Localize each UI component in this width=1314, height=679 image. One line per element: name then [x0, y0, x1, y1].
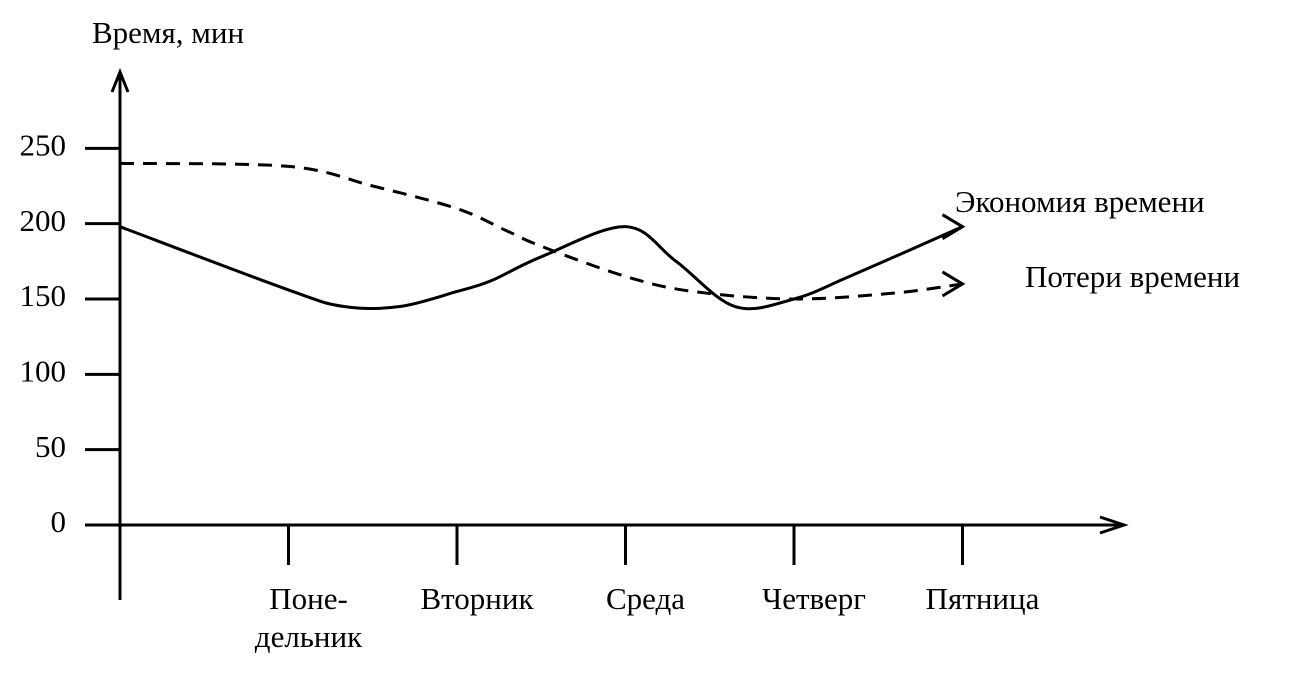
series-label: Потери времени: [1025, 259, 1240, 294]
y-axis-arrow: [110, 67, 130, 93]
y-axis-label: Время, мин: [92, 15, 244, 50]
x-tick-label: Вторник: [420, 581, 534, 616]
x-tick-label: Среда: [606, 581, 685, 616]
series-label: Экономия времени: [955, 184, 1205, 219]
y-tick-label: 0: [51, 504, 67, 539]
x-tick-label: Пятница: [926, 581, 1040, 616]
x-tick-label: дельник: [255, 619, 363, 654]
x-axis-arrow: [1099, 515, 1129, 535]
x-tick-label: Поне-: [269, 581, 348, 616]
line-series: [119, 161, 963, 301]
x-tick-label: Четверг: [762, 581, 866, 616]
y-tick-label: 200: [20, 203, 67, 238]
y-tick-label: 100: [20, 353, 67, 388]
y-tick-label: 250: [20, 127, 67, 162]
y-tick-label: 50: [35, 429, 66, 464]
line-arrow: [941, 213, 966, 240]
y-tick-label: 150: [20, 278, 67, 313]
line-arrow: [941, 270, 966, 298]
